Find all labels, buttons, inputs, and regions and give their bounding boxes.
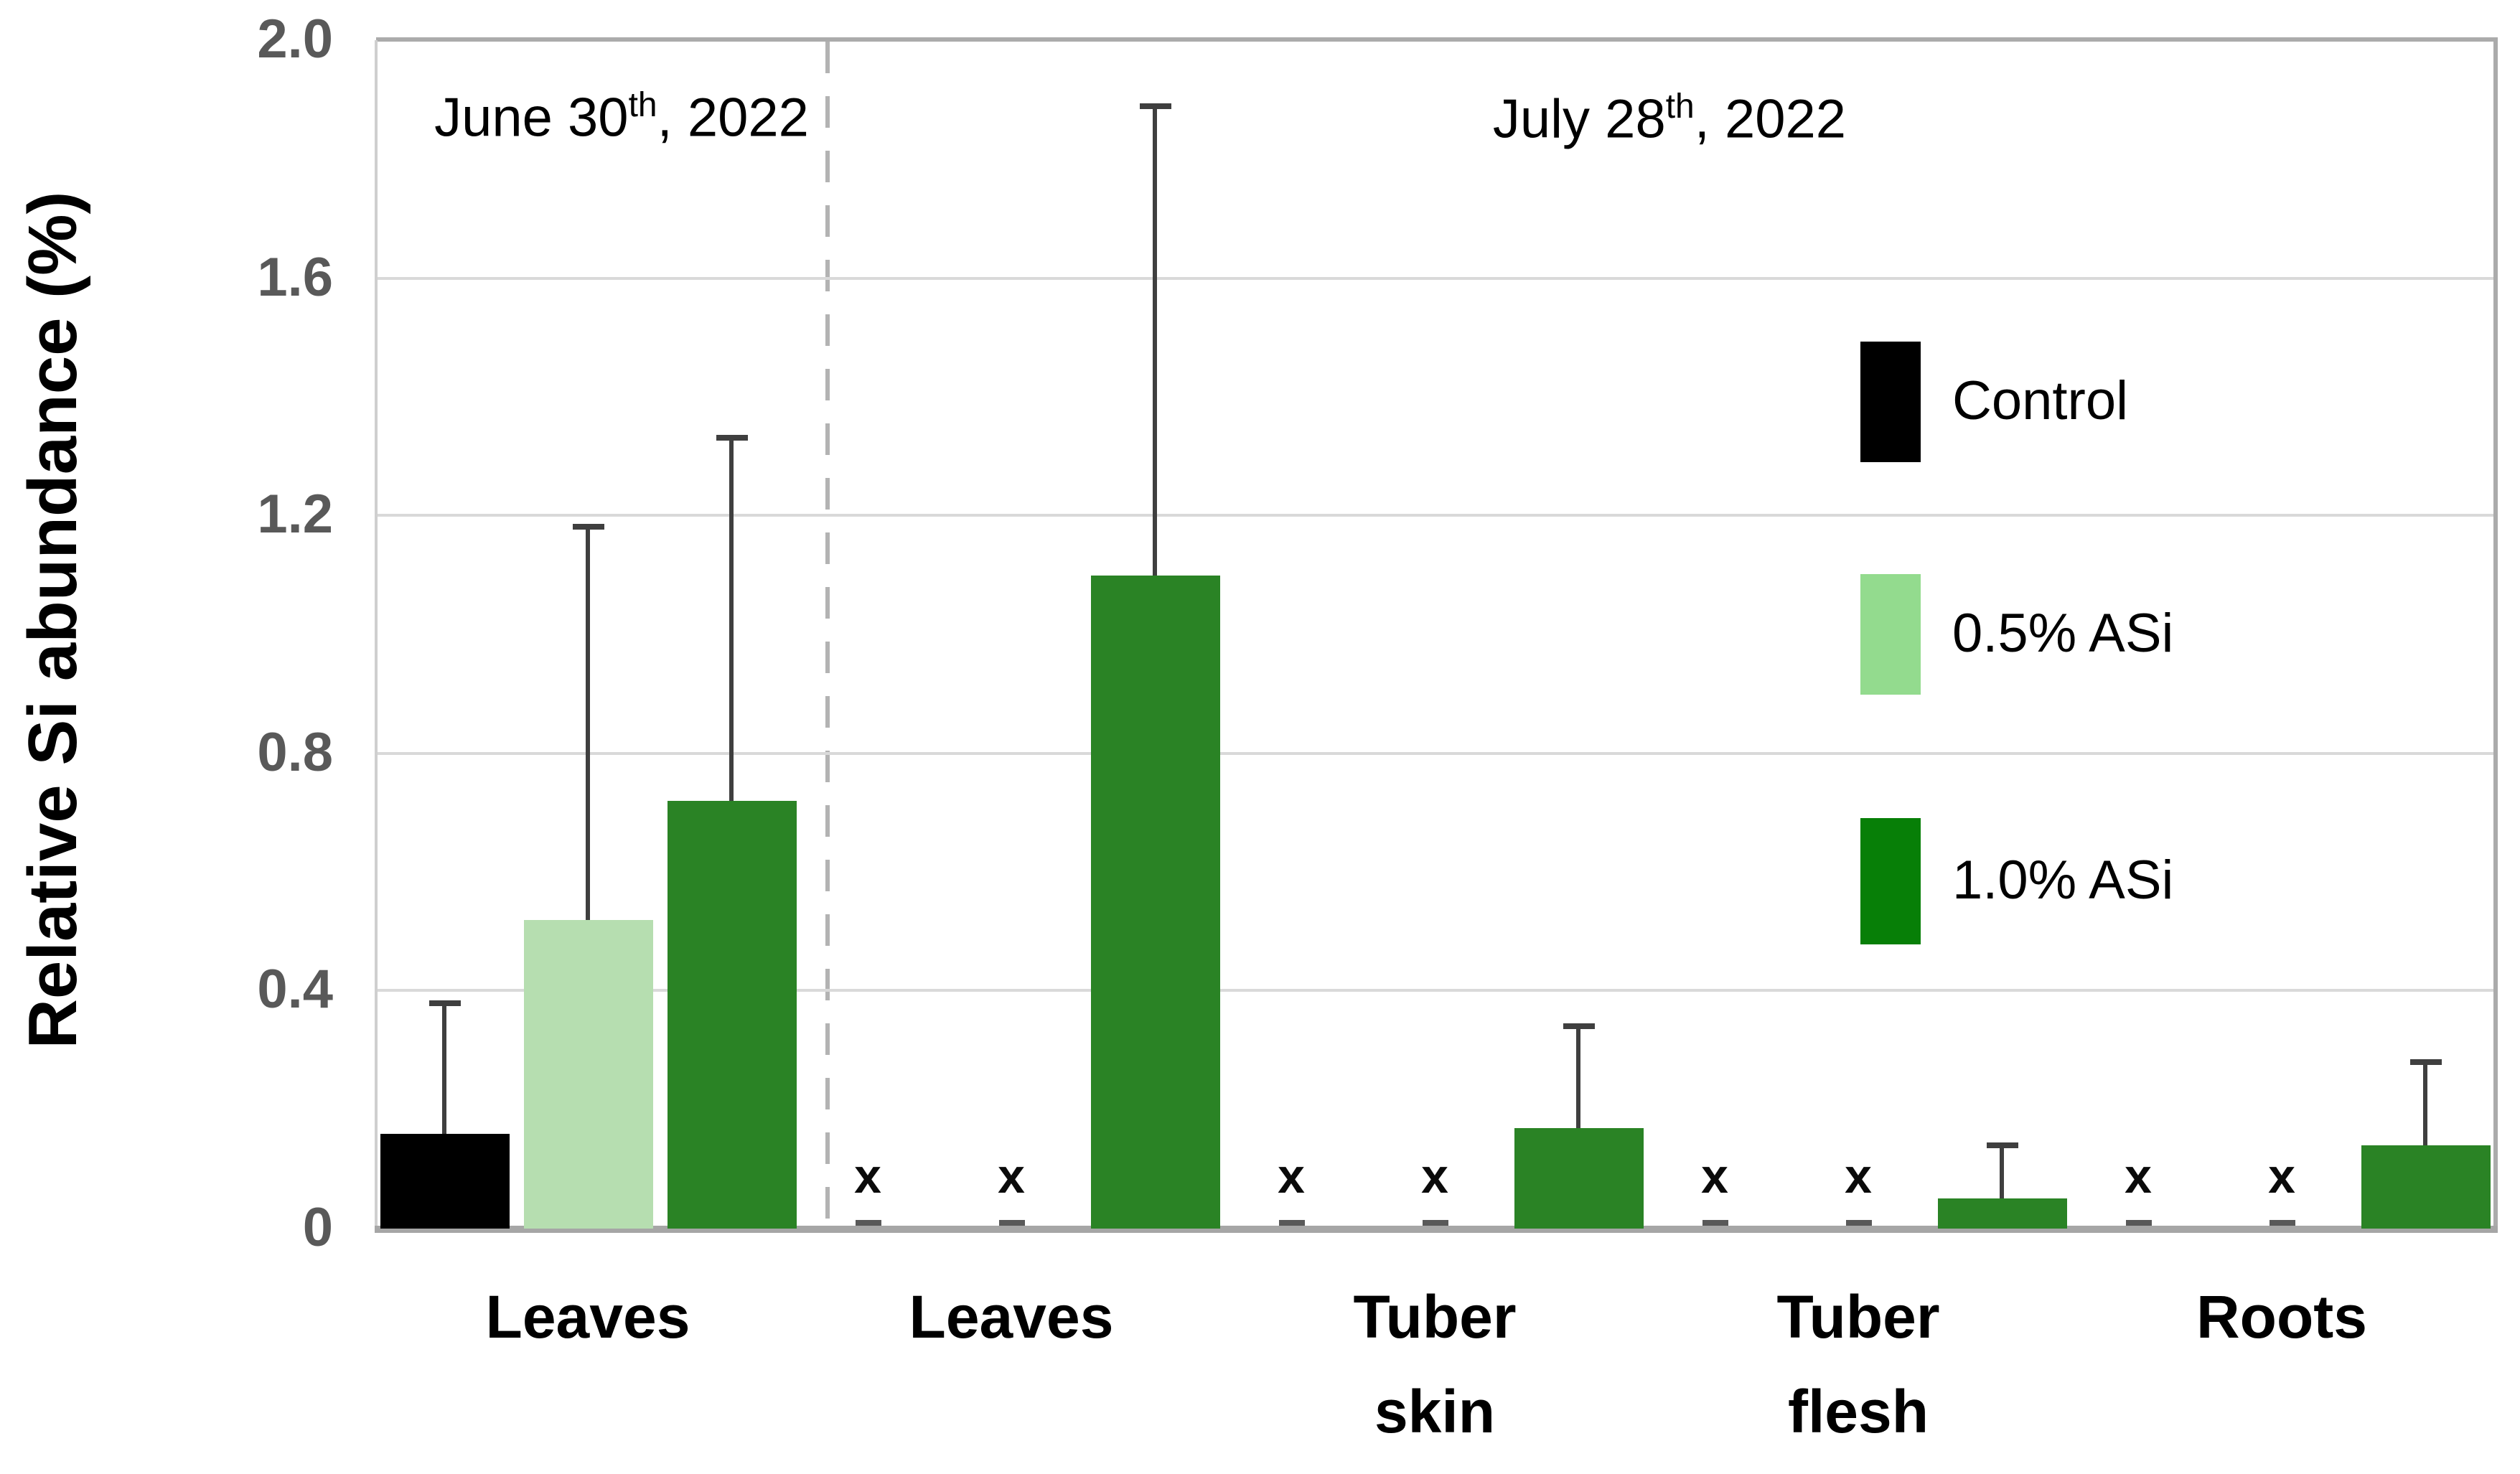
plot-top-border [376, 37, 2498, 42]
category-label: Leaves [782, 1270, 1241, 1365]
plot-right-border [2493, 37, 2498, 1233]
category-label-line: Leaves [909, 1283, 1114, 1351]
zero-x-marker: x [1845, 1150, 1872, 1204]
bar-1.0% ASi [1514, 1128, 1643, 1229]
error-bar-line [586, 527, 590, 920]
bar-Control [380, 1134, 509, 1229]
error-bar-cap [2409, 1059, 2441, 1065]
zero-height-bar [1422, 1220, 1448, 1226]
bar-1.0% ASi [1937, 1198, 2066, 1229]
zero-x-marker: x [2125, 1150, 2152, 1204]
gridline [378, 989, 2493, 992]
category-label-line: flesh [1787, 1378, 1929, 1445]
error-bar-cap [428, 1000, 460, 1006]
legend-label: 1.0% ASi [1952, 851, 2174, 911]
y-axis-title: Relative Si abundance (%) [16, 191, 92, 1049]
category-label: Roots [2052, 1270, 2511, 1365]
zero-height-bar [998, 1220, 1024, 1226]
error-bar-cap [1563, 1023, 1594, 1029]
zero-x-marker: x [1421, 1150, 1448, 1204]
category-label-line: Tuber [1776, 1283, 1940, 1351]
zero-height-bar [2125, 1220, 2151, 1226]
category-label: Tuber skin [1205, 1270, 1664, 1460]
error-bar-cap [1986, 1142, 2018, 1148]
zero-x-marker: x [1278, 1150, 1305, 1204]
error-bar-cap [572, 524, 604, 530]
y-tick-label: 1.2 [257, 485, 333, 546]
legend-label: 0.5% ASi [1952, 604, 2174, 665]
zero-x-marker: x [998, 1150, 1025, 1204]
category-label-line: skin [1374, 1378, 1496, 1445]
zero-height-bar [2269, 1220, 2295, 1226]
legend-swatch [1860, 818, 1921, 944]
gridline [378, 514, 2493, 517]
bar-1.0% ASi [1090, 576, 1219, 1229]
legend-swatch [1860, 342, 1921, 462]
zero-height-bar [855, 1220, 881, 1226]
error-bar-cap [1139, 103, 1171, 109]
zero-height-bar [1278, 1220, 1304, 1226]
y-tick-label: 1.6 [257, 248, 333, 309]
date-divider-dashed-line [825, 42, 830, 1226]
error-bar-cap [716, 435, 747, 441]
y-tick-label: 0 [302, 1198, 333, 1259]
annotation-july-date: July 28th, 2022 [1492, 88, 1847, 151]
legend-label: Control [1952, 372, 2128, 432]
x-axis-baseline [375, 1226, 2498, 1233]
zero-x-marker: x [854, 1150, 881, 1204]
bar-1.0% ASi [2361, 1145, 2490, 1229]
error-bar-line [442, 1003, 446, 1134]
zero-x-marker: x [2268, 1150, 2295, 1204]
category-label-line: Leaves [485, 1283, 690, 1351]
error-bar-line [1153, 106, 1157, 576]
y-tick-label: 0.4 [257, 960, 333, 1021]
gridline [378, 276, 2493, 280]
y-axis-line [375, 40, 378, 1229]
bar-1.0% ASi [667, 801, 796, 1229]
legend-swatch [1860, 574, 1921, 695]
error-bar-line [1576, 1026, 1580, 1128]
annotation-june-date: June 30th, 2022 [434, 86, 809, 149]
error-bar-line [729, 438, 734, 801]
category-label: Leaves [358, 1270, 818, 1365]
error-bar-line [2000, 1145, 2004, 1198]
zero-x-marker: x [1701, 1150, 1728, 1204]
category-label-line: Roots [2196, 1283, 2367, 1351]
zero-height-bar [1702, 1220, 1728, 1226]
y-tick-label: 0.8 [257, 723, 333, 784]
category-label-line: Tuber [1353, 1283, 1517, 1351]
error-bar-line [2423, 1062, 2427, 1145]
category-label: Tuber flesh [1629, 1270, 2088, 1460]
gridline [378, 751, 2493, 755]
y-tick-label: 2.0 [257, 10, 333, 70]
zero-height-bar [1845, 1220, 1871, 1226]
bar-0.5% ASi [523, 920, 652, 1229]
